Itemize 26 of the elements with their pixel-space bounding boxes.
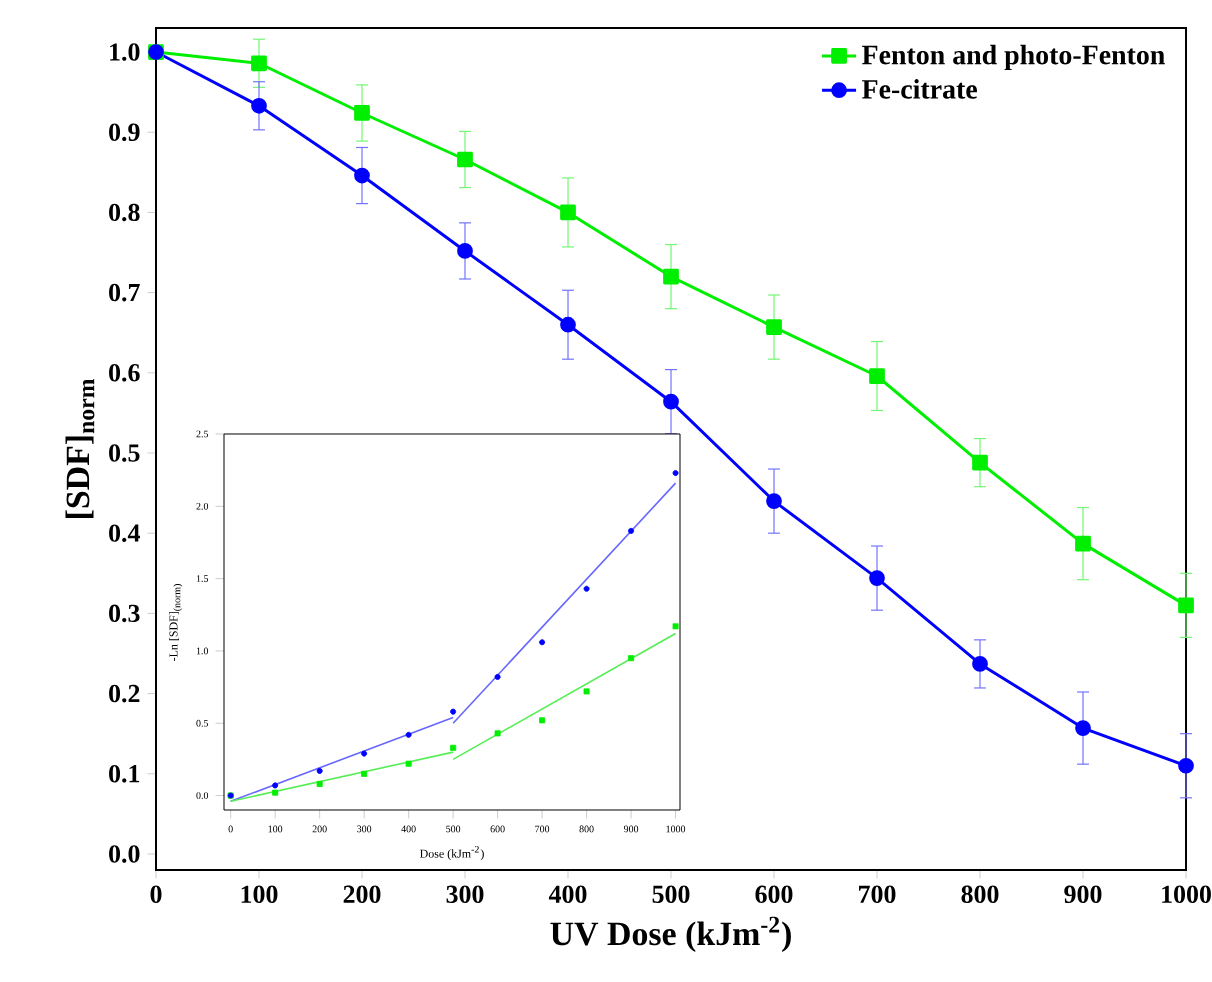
y-tick-label: 0.4 [109, 524, 140, 542]
x-tick-label: 200 [343, 885, 381, 904]
x-tick-label: 300 [446, 885, 484, 904]
y-tick-label: 0.9 [109, 123, 140, 142]
x-tick-label: 700 [859, 885, 896, 904]
y-tick-label: 0.6 [109, 364, 140, 382]
y-tick-label: 0.8 [109, 203, 140, 222]
x-tick-label: 400 [548, 885, 587, 904]
y-tick-label: 0.2 [109, 684, 140, 703]
y-tick-label: 0.7 [109, 283, 140, 302]
legend-label: Fenton and photo-Fenton [862, 44, 1165, 71]
y-tick-label: 0.0 [109, 845, 140, 863]
x-tick-label: 600 [755, 885, 793, 904]
y-tick-label: 0.5 [109, 444, 140, 462]
x-tick-label: 900 [1064, 885, 1102, 904]
x-tick-label: 0 [150, 885, 162, 904]
y-tick-label: 0.3 [109, 604, 140, 623]
x-tick-label: 500 [652, 885, 690, 904]
y-tick-label: 0.1 [109, 764, 140, 783]
x-tick-label: 1000 [1162, 885, 1211, 904]
legend-label: Fe-citrate [862, 79, 977, 99]
y-axis-title: [SDF]$_{norm}$ [65, 378, 95, 518]
x-tick-label: 100 [241, 885, 278, 904]
x-tick-label: 800 [961, 885, 999, 904]
y-tick-label: 1.0 [110, 43, 140, 61]
x-axis-title: UV Dose (kJm$^{-2}$) [550, 916, 791, 953]
